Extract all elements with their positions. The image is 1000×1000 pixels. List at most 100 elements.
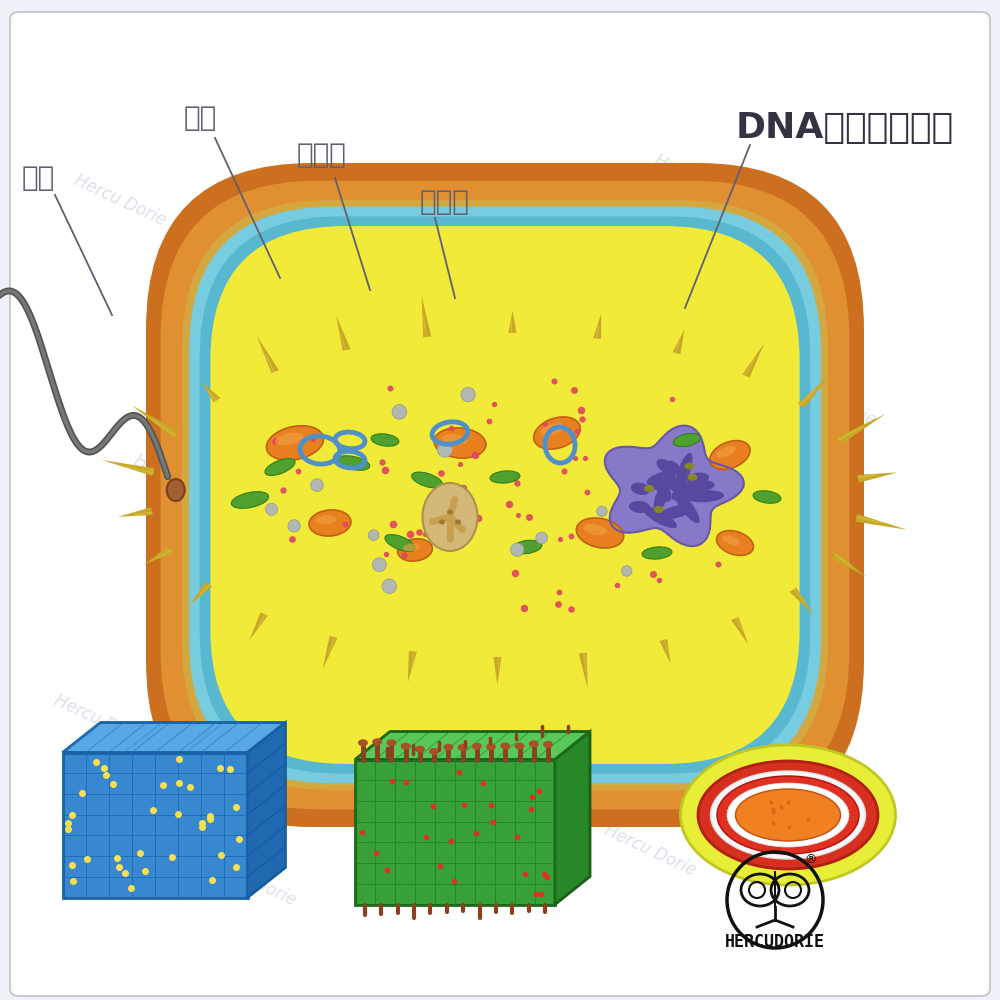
Polygon shape [202, 382, 220, 402]
Ellipse shape [710, 441, 750, 469]
Polygon shape [742, 343, 764, 378]
FancyBboxPatch shape [355, 760, 555, 904]
Ellipse shape [536, 532, 548, 544]
Text: Hercu Dorie: Hercu Dorie [71, 171, 169, 229]
Ellipse shape [500, 742, 510, 749]
FancyBboxPatch shape [62, 753, 248, 898]
Ellipse shape [385, 535, 415, 551]
Ellipse shape [275, 433, 303, 445]
Ellipse shape [716, 446, 736, 458]
FancyBboxPatch shape [10, 12, 990, 996]
Text: 茸膜: 茸膜 [183, 104, 217, 132]
Text: 细胞壁: 细胞壁 [297, 141, 347, 169]
Text: 细胞膜: 细胞膜 [420, 188, 470, 216]
Ellipse shape [434, 428, 486, 458]
Polygon shape [132, 405, 178, 437]
Ellipse shape [422, 483, 478, 551]
Ellipse shape [698, 761, 878, 869]
Ellipse shape [543, 741, 553, 748]
Ellipse shape [654, 484, 669, 511]
FancyBboxPatch shape [200, 216, 810, 774]
Polygon shape [494, 657, 502, 685]
Polygon shape [659, 639, 671, 664]
Ellipse shape [656, 459, 676, 475]
Ellipse shape [401, 743, 411, 750]
FancyBboxPatch shape [210, 226, 800, 764]
Text: Hercu Dorie: Hercu Dorie [131, 451, 229, 509]
Ellipse shape [655, 476, 671, 502]
Ellipse shape [717, 776, 859, 854]
Ellipse shape [621, 566, 632, 576]
Polygon shape [832, 553, 866, 577]
Text: HERCUDORIE: HERCUDORIE [725, 933, 825, 951]
Polygon shape [508, 311, 516, 333]
Ellipse shape [534, 417, 580, 449]
Ellipse shape [717, 531, 753, 555]
Ellipse shape [644, 485, 654, 492]
Ellipse shape [461, 387, 475, 402]
Ellipse shape [685, 490, 724, 502]
Ellipse shape [371, 434, 399, 446]
Polygon shape [593, 314, 601, 339]
Ellipse shape [722, 535, 740, 545]
Polygon shape [249, 612, 268, 640]
Ellipse shape [583, 524, 607, 535]
Text: Hercu Dorie: Hercu Dorie [471, 421, 569, 479]
Polygon shape [790, 588, 814, 615]
Ellipse shape [646, 471, 676, 486]
Ellipse shape [167, 479, 185, 501]
Ellipse shape [629, 501, 650, 513]
FancyBboxPatch shape [146, 163, 864, 827]
Ellipse shape [512, 540, 542, 554]
Text: DNA（遗传物质）: DNA（遗传物质） [736, 111, 954, 145]
Polygon shape [422, 295, 431, 337]
Ellipse shape [288, 520, 300, 532]
Ellipse shape [597, 506, 607, 516]
Ellipse shape [654, 475, 671, 490]
Ellipse shape [315, 515, 336, 525]
Text: Hercu Dorie: Hercu Dorie [781, 371, 879, 429]
Ellipse shape [455, 520, 461, 524]
Polygon shape [336, 315, 351, 351]
Ellipse shape [368, 530, 379, 541]
Text: Hercu Dorie: Hercu Dorie [331, 251, 429, 309]
Ellipse shape [654, 506, 664, 513]
Ellipse shape [642, 547, 672, 559]
Ellipse shape [490, 471, 520, 483]
Ellipse shape [309, 510, 351, 536]
Ellipse shape [673, 433, 701, 447]
Ellipse shape [372, 558, 386, 572]
Ellipse shape [412, 472, 442, 488]
Ellipse shape [710, 771, 866, 859]
Ellipse shape [541, 423, 564, 436]
Ellipse shape [680, 745, 896, 885]
Ellipse shape [437, 442, 452, 457]
Ellipse shape [311, 479, 323, 491]
Polygon shape [189, 582, 212, 605]
Ellipse shape [671, 486, 692, 501]
Ellipse shape [651, 479, 672, 491]
Ellipse shape [727, 783, 849, 847]
Ellipse shape [486, 743, 496, 750]
Polygon shape [248, 722, 286, 898]
Ellipse shape [674, 491, 700, 523]
Ellipse shape [736, 789, 840, 841]
Ellipse shape [661, 471, 687, 497]
Ellipse shape [266, 426, 324, 460]
Polygon shape [555, 732, 590, 904]
Text: Hercu Dorie: Hercu Dorie [371, 721, 469, 779]
Text: Hercu Dorie: Hercu Dorie [601, 821, 699, 879]
Ellipse shape [336, 456, 370, 470]
Polygon shape [837, 414, 886, 444]
Ellipse shape [392, 405, 407, 419]
Ellipse shape [398, 539, 432, 561]
Polygon shape [855, 514, 907, 530]
FancyBboxPatch shape [182, 200, 828, 790]
Polygon shape [605, 426, 744, 546]
Polygon shape [144, 546, 173, 565]
Ellipse shape [576, 518, 624, 548]
Ellipse shape [443, 744, 453, 751]
FancyBboxPatch shape [161, 181, 849, 809]
Polygon shape [673, 329, 685, 354]
Text: Hercu Dorie: Hercu Dorie [701, 621, 799, 679]
